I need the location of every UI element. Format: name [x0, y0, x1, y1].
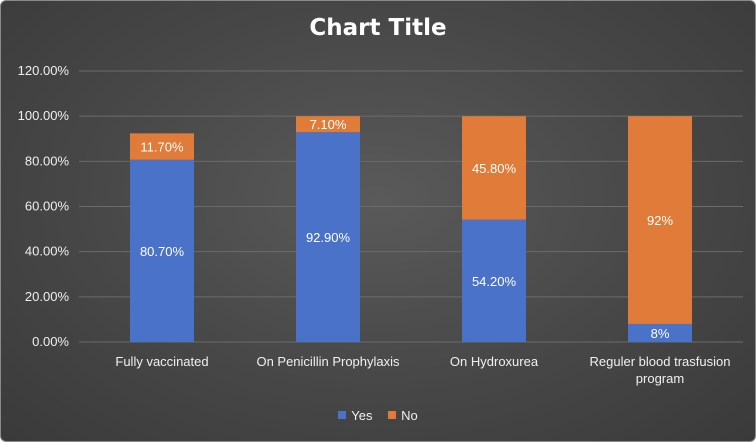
legend-item-no: No	[388, 408, 418, 423]
bar-segment-yes	[296, 132, 360, 342]
legend-label-no: No	[401, 407, 418, 423]
data-label: 92%	[647, 213, 673, 228]
y-tick-label: 100.00%	[18, 108, 70, 123]
x-tick-label: Fully vaccinated	[115, 354, 208, 369]
y-tick-label: 80.00%	[25, 153, 70, 168]
y-tick-label: 0.00%	[32, 334, 69, 349]
x-tick-label: On Hydroxurea	[450, 354, 539, 369]
data-label: 45.80%	[472, 161, 517, 176]
chart-title: Chart Title	[309, 15, 447, 41]
bar-segment-yes	[130, 159, 194, 342]
bar-segment-yes	[628, 323, 692, 342]
data-label: 80.70%	[140, 244, 185, 259]
data-label: 92.90%	[306, 230, 351, 245]
data-label: 8%	[651, 326, 670, 341]
data-label: 54.20%	[472, 274, 517, 289]
legend-swatch-yes	[338, 411, 347, 419]
x-tick-label: On Penicillin Prophylaxis	[256, 354, 400, 369]
data-label: 11.70%	[140, 140, 184, 155]
bar-segment-no	[130, 133, 194, 160]
legend-swatch-no	[388, 411, 397, 419]
legend-label-yes: Yes	[351, 407, 373, 423]
y-tick-label: 40.00%	[25, 244, 70, 259]
legend: Yes No	[1, 407, 755, 423]
x-tick-label: Reguler blood trasfusion	[590, 354, 731, 369]
x-tick-label: program	[636, 371, 684, 386]
y-tick-label: 120.00%	[18, 63, 70, 78]
y-tick-label: 60.00%	[25, 199, 70, 214]
data-label: 7.10%	[310, 117, 347, 132]
bar-segment-no	[628, 116, 692, 324]
bar-segment-no	[462, 116, 526, 220]
legend-item-yes: Yes	[338, 408, 372, 423]
bar-segment-no	[296, 116, 360, 133]
y-tick-label: 20.00%	[25, 289, 70, 304]
bar-segment-yes	[462, 219, 526, 342]
